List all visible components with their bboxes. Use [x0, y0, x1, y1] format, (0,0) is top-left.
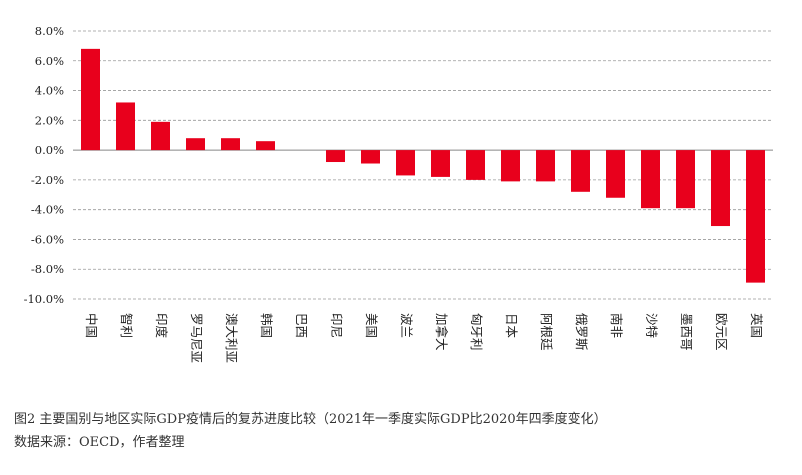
x-category-label: 匈牙利 — [469, 313, 484, 351]
y-tick-label: 8.0% — [35, 24, 64, 38]
bars — [81, 48, 765, 283]
x-category-label: 巴西 — [294, 313, 309, 338]
x-axis-category-labels: 中国 智利 印度 罗马尼亚 澳大利亚 韩国 巴西 印尼 美国 波兰 加拿大 匈牙利 日本 阿根廷 俄罗斯 南非… — [84, 313, 764, 363]
y-tick-label: 6.0% — [35, 54, 64, 68]
bar-4 — [221, 138, 240, 151]
x-category-label: 加拿大 — [434, 313, 449, 351]
figure-caption: 图2 主要国别与地区实际GDP疫情后的复苏进度比较（2021年一季度实际GDP比… — [14, 412, 607, 427]
bar-19 — [746, 150, 765, 283]
bar-12 — [501, 150, 520, 182]
bar-14 — [571, 150, 590, 192]
x-category-label: 英国 — [749, 313, 764, 338]
bar-9 — [396, 150, 415, 176]
bar-17 — [676, 150, 695, 209]
x-category-label: 罗马尼亚 — [189, 313, 204, 363]
bar-13 — [536, 150, 555, 182]
x-category-label: 中国 — [84, 313, 99, 338]
gridlines — [73, 30, 773, 300]
x-category-label: 智利 — [119, 313, 134, 338]
x-category-label: 欧元区 — [714, 313, 729, 351]
x-category-label: 韩国 — [259, 313, 274, 338]
x-category-label: 沙特 — [644, 313, 659, 338]
bar-0 — [81, 48, 100, 151]
x-category-label: 阿根廷 — [539, 313, 554, 351]
y-tick-label: 4.0% — [35, 84, 64, 98]
bar-16 — [641, 150, 660, 209]
y-tick-label: -2.0% — [31, 173, 64, 187]
bar-2 — [151, 121, 170, 151]
y-tick-label: -6.0% — [31, 232, 64, 246]
y-tick-label: -4.0% — [31, 203, 64, 217]
x-category-label: 波兰 — [399, 313, 414, 338]
y-tick-label: -8.0% — [31, 262, 64, 276]
bar-1 — [116, 102, 135, 151]
bar-7 — [326, 150, 345, 163]
x-category-label: 南非 — [609, 313, 624, 338]
y-axis-tick-labels: 8.0% 6.0% 4.0% 2.0% 0.0% -2.0% -4.0% -6.0% -8.0%… — [24, 24, 64, 306]
x-category-label: 澳大利亚 — [224, 313, 239, 363]
x-category-label: 日本 — [504, 313, 519, 339]
bar-5 — [256, 141, 275, 151]
y-tick-label: 0.0% — [35, 143, 64, 157]
x-category-label: 印尼 — [329, 313, 344, 338]
bar-18 — [711, 150, 730, 227]
data-source-note: 数据来源：OECD，作者整理 — [14, 435, 185, 450]
bar-chart: 8.0% 6.0% 4.0% 2.0% 0.0% -2.0% -4.0% -6.0% -8.0%… — [24, 24, 773, 363]
bar-3 — [186, 138, 205, 151]
x-category-label: 俄罗斯 — [574, 313, 589, 351]
x-category-label: 墨西哥 — [679, 313, 694, 351]
bar-8 — [361, 150, 380, 164]
x-category-label: 美国 — [364, 313, 379, 338]
bar-15 — [606, 150, 625, 198]
y-tick-label: -10.0% — [24, 292, 64, 306]
x-category-label: 印度 — [154, 313, 169, 339]
bar-10 — [431, 150, 450, 177]
bar-11 — [466, 150, 485, 180]
y-tick-label: 2.0% — [35, 113, 64, 127]
